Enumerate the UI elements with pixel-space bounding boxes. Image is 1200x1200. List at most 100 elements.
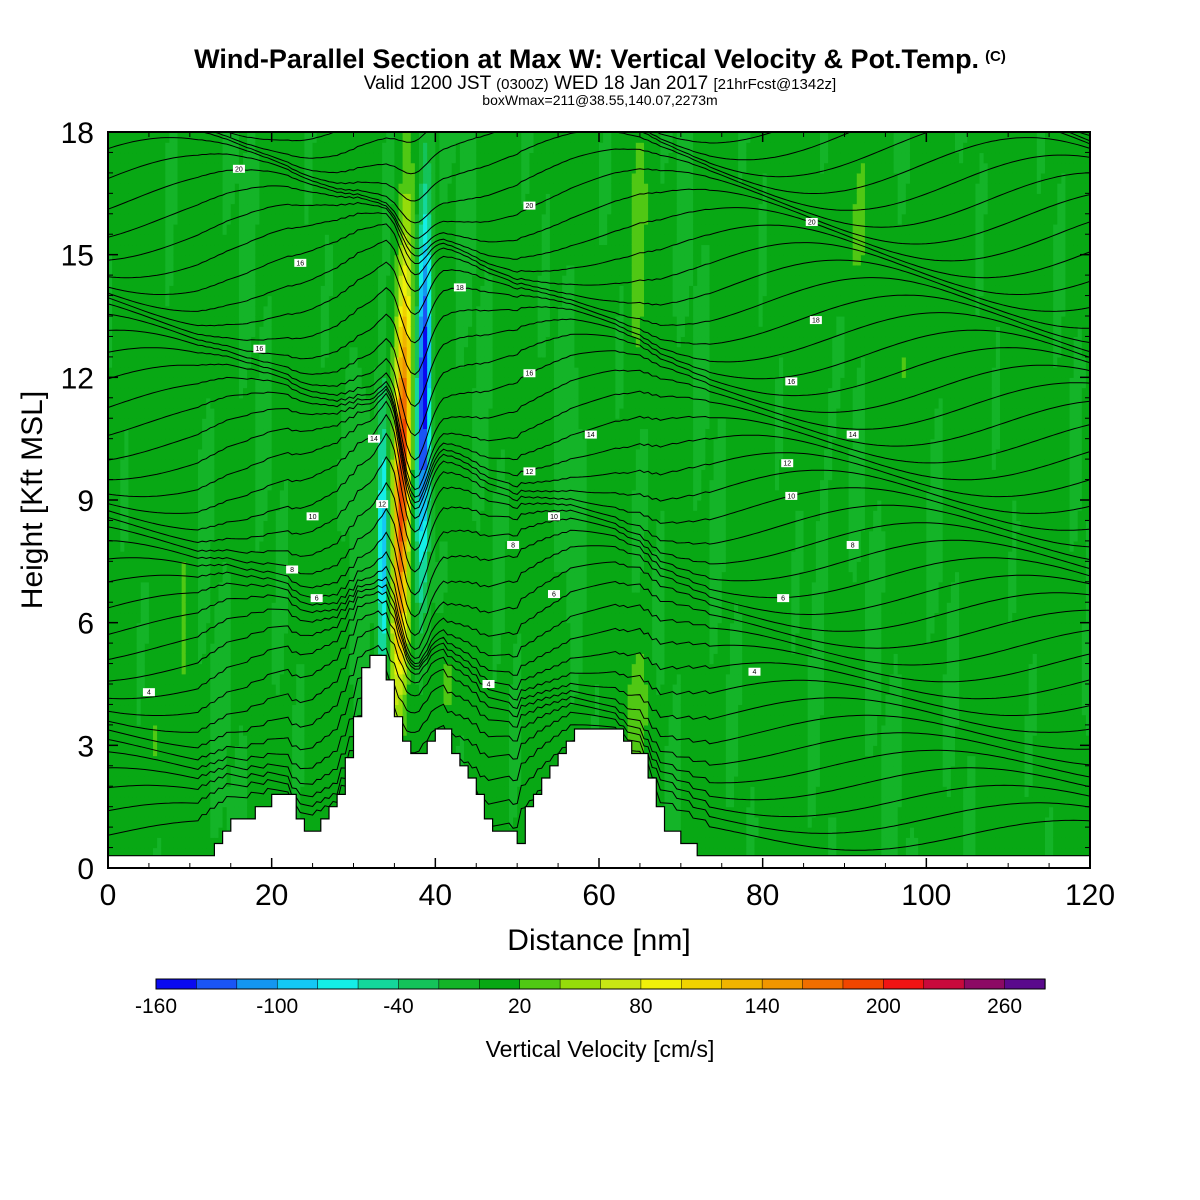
- isentrope-line: [108, 665, 1090, 766]
- x-tick-label: 60: [582, 879, 615, 912]
- colorbar-tick-label: -100: [256, 995, 298, 1018]
- contour-label: 4: [147, 690, 151, 697]
- contour-label: 16: [296, 260, 304, 267]
- isentrope-line: [212, 132, 1090, 161]
- contour-label-bg: [232, 164, 245, 173]
- contour-label: 18: [812, 318, 820, 325]
- chart-subtitle-valid: Valid 1200 JST (0300Z) WED 18 Jan 2017 […: [0, 73, 1200, 95]
- colorbar-swatch: [479, 978, 521, 990]
- isentrope-line: [108, 388, 1090, 498]
- isentrope-line: [108, 318, 1090, 408]
- isentrope-line: [108, 350, 1090, 461]
- x-tick-label: 120: [1065, 879, 1115, 912]
- contour-label: 10: [787, 493, 795, 500]
- colorbar-swatch: [681, 978, 723, 990]
- isentrope-line: [108, 261, 1090, 329]
- y-tick-label: 15: [61, 240, 94, 273]
- isentrope-line: [108, 625, 1090, 733]
- contour-label-bg: [507, 540, 520, 549]
- contour-label: 20: [235, 166, 243, 173]
- contour-label: 8: [290, 567, 294, 574]
- colorbar-swatch: [963, 978, 1006, 990]
- colorbar-swatch: [357, 978, 400, 990]
- isentrope-line: [108, 481, 1090, 573]
- chart-subtitle-boxwmax: boxWmax=211@38.55,140.07,2273m: [482, 92, 718, 108]
- contour-label: 16: [255, 346, 263, 353]
- forecast-info: [21hrFcst@1342z]: [713, 76, 837, 93]
- contour-labels: 4 20 16 16 10 8 6 14 12 18 4 20 16 12 8 10 6 14 4 6 12 10 16 18…: [142, 164, 859, 697]
- contour-label: 6: [315, 596, 319, 603]
- valid-date: WED 18 Jan 2017: [553, 73, 709, 94]
- contour-label-bg: [547, 512, 560, 521]
- contour-label-bg: [523, 201, 536, 210]
- y-tick-label: 9: [77, 485, 94, 518]
- contour-label: 6: [552, 592, 556, 599]
- isentrope-line: [108, 456, 1090, 551]
- contour-label: 10: [309, 514, 317, 521]
- colorbar-swatch: [883, 978, 925, 990]
- isentrope-line: [108, 223, 1090, 295]
- colorbar-tick-label: 140: [745, 995, 780, 1018]
- colorbar-tick-label: 260: [987, 995, 1022, 1018]
- colorbar-swatch: [236, 978, 278, 990]
- chart-title: Wind-Parallel Section at Max W: Vertical…: [0, 44, 1200, 75]
- contour-label-bg: [286, 565, 299, 574]
- isentrope-line: [108, 185, 1090, 250]
- isentrope-line: [108, 413, 1090, 519]
- x-tick-label: 80: [746, 879, 779, 912]
- contour-label: 16: [526, 371, 534, 378]
- colorbar-swatch: [923, 978, 965, 990]
- x-axis-label: Distance [nm]: [507, 924, 690, 957]
- colorbar-swatch: [276, 978, 319, 990]
- colorbar-swatch: [519, 978, 561, 990]
- y-tick-label: 6: [77, 608, 94, 641]
- isentrope-line: [108, 432, 1090, 533]
- contour-label: 14: [587, 432, 595, 439]
- contour-label: 12: [526, 469, 534, 476]
- y-axis-label: Height [Kft MSL]: [16, 391, 49, 609]
- colorbar-swatch: [559, 978, 602, 990]
- colorbar-swatch: [398, 978, 440, 990]
- isentrope-line: [108, 686, 1090, 784]
- colorbar-swatch: [761, 978, 804, 990]
- copyright-mark: (C): [985, 48, 1006, 65]
- x-tick-label: 100: [901, 879, 951, 912]
- contour-label-bg: [294, 258, 307, 267]
- isentrope-line: [108, 201, 1090, 262]
- isentrope-line: [108, 306, 1090, 376]
- x-tick-label: 20: [255, 879, 288, 912]
- contour-label-bg: [253, 344, 266, 353]
- contour-label: 12: [378, 502, 386, 509]
- colorbar-swatch: [317, 978, 359, 990]
- chart-title-text: Wind-Parallel Section at Max W: Vertical…: [194, 44, 980, 74]
- y-tick-label: 0: [77, 853, 94, 886]
- isentrope-line: [108, 584, 1090, 666]
- isentrope-line: [108, 644, 1090, 750]
- isentrope-line: [108, 392, 1090, 504]
- isentrope-line: [108, 545, 1090, 637]
- colorbar-swatch: [721, 978, 763, 990]
- axes: 0 20 40 60 80 100 120 0 3 6 9 12 15 18 Distance [nm] He…: [16, 117, 1115, 957]
- contour-label-bg: [306, 512, 319, 521]
- contour-label: 18: [456, 285, 464, 292]
- contour-label-bg: [523, 467, 536, 476]
- isentrope-line: [108, 529, 1090, 618]
- contour-label-bg: [846, 540, 859, 549]
- contour-label-bg: [805, 217, 818, 226]
- contour-label-bg: [748, 667, 761, 676]
- colorbar-swatch: [802, 978, 844, 990]
- contour-label-bg: [777, 594, 790, 603]
- colorbar-tick-label: 20: [508, 995, 531, 1018]
- colorbar-swatch: [842, 978, 885, 990]
- x-tick-label: 0: [100, 879, 117, 912]
- isentrope-line: [108, 576, 1090, 660]
- y-tick-label: 12: [61, 362, 94, 395]
- contour-label-bg: [376, 500, 389, 509]
- isentrope-line: [108, 705, 1090, 801]
- contour-label-bg: [781, 459, 794, 468]
- contour-label: 20: [808, 219, 816, 226]
- colorbar-tick-label: 200: [866, 995, 901, 1018]
- contour-label: 16: [787, 379, 795, 386]
- isentrope-line: [108, 610, 1090, 716]
